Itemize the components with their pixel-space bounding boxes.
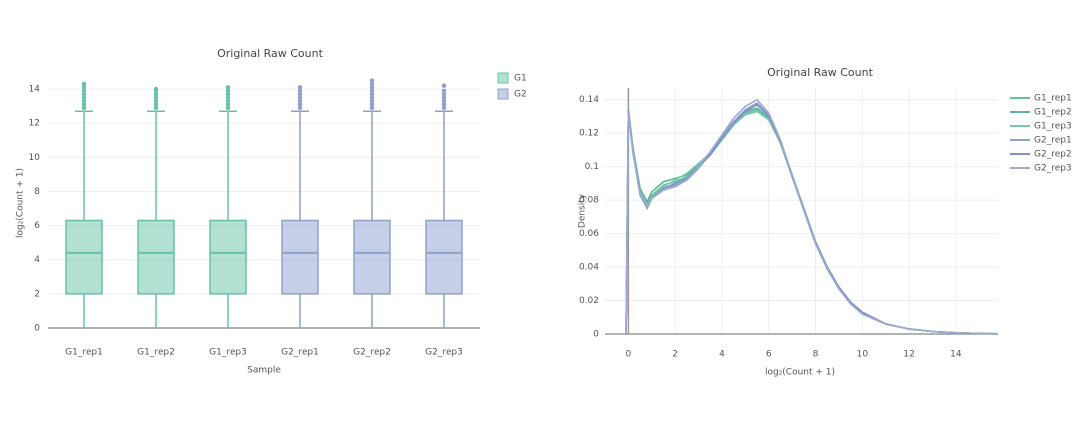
legend-label: G2 <box>514 90 527 100</box>
outlier <box>369 105 375 111</box>
y-tick-label: 0.04 <box>579 263 599 273</box>
y-tick-label: 8 <box>34 187 40 197</box>
outlier <box>369 78 375 83</box>
x-tick-label: G2_rep3 <box>425 348 463 358</box>
outlier <box>297 88 303 93</box>
y-tick-label: 6 <box>34 221 40 231</box>
y-tick-label: 0.12 <box>579 129 599 139</box>
outlier <box>441 95 447 100</box>
outlier <box>153 98 159 104</box>
legend-label: G2_rep1 <box>1034 136 1072 146</box>
x-tick-label: G2_rep1 <box>281 348 319 358</box>
x-tick-label: G1_rep1 <box>65 348 103 358</box>
outlier <box>225 85 231 90</box>
x-tick-label: G1_rep3 <box>209 348 247 358</box>
y-tick-label: 0.1 <box>585 162 599 172</box>
y-axis-label: log₂(Count + 1) <box>16 168 26 238</box>
outlier <box>369 102 375 107</box>
outlier <box>441 88 447 93</box>
box <box>65 219 103 295</box>
outlier <box>225 102 231 107</box>
x-tick-label: 0 <box>626 350 632 360</box>
outlier <box>441 105 447 111</box>
y-tick-label: 10 <box>29 153 41 163</box>
outlier <box>153 91 159 97</box>
x-tick-label: G1_rep2 <box>137 348 175 358</box>
y-tick-label: 0 <box>34 324 40 334</box>
outlier <box>369 98 375 104</box>
outlier <box>225 88 231 93</box>
legend-label: G2_rep3 <box>1034 164 1072 174</box>
outlier <box>369 91 375 97</box>
y-tick-label: 0 <box>593 330 599 340</box>
x-tick-label: 10 <box>857 350 869 360</box>
y-tick-label: 0.14 <box>579 95 599 105</box>
outlier <box>153 95 159 100</box>
outlier <box>81 81 87 87</box>
y-tick-label: 14 <box>29 85 41 95</box>
outlier <box>297 98 303 104</box>
outlier <box>441 83 447 88</box>
legend-label: G1_rep2 <box>1034 108 1072 118</box>
y-tick-label: 2 <box>34 289 40 299</box>
outlier <box>225 95 231 100</box>
outlier <box>81 95 87 100</box>
legend-label: G1_rep3 <box>1034 122 1072 132</box>
box <box>425 219 463 295</box>
outlier <box>81 85 87 90</box>
x-axis-label: Sample <box>247 366 281 376</box>
outlier <box>81 98 87 104</box>
outlier <box>297 105 303 111</box>
outlier <box>369 81 375 87</box>
outlier <box>81 91 87 97</box>
outlier <box>369 85 375 90</box>
outlier <box>369 95 375 100</box>
outlier <box>225 91 231 97</box>
chart-title: Original Raw Count <box>217 47 324 60</box>
x-tick-label: 8 <box>813 350 819 360</box>
outlier <box>153 105 159 111</box>
outlier <box>369 88 375 93</box>
legend-swatch <box>497 88 509 100</box>
outlier <box>297 85 303 90</box>
outlier <box>81 88 87 93</box>
y-tick-label: 12 <box>29 119 40 129</box>
x-tick-label: 14 <box>950 350 962 360</box>
y-tick-label: 0.06 <box>579 229 599 239</box>
outlier <box>81 102 87 107</box>
box <box>209 219 247 295</box>
x-tick-label: 2 <box>672 350 678 360</box>
box <box>353 219 391 295</box>
outlier <box>81 105 87 111</box>
legend-label: G1_rep1 <box>1034 94 1072 104</box>
y-tick-label: 4 <box>34 255 40 265</box>
box <box>137 219 175 295</box>
outlier <box>297 102 303 107</box>
x-tick-label: G2_rep2 <box>353 348 391 358</box>
outlier <box>297 95 303 100</box>
density-line <box>625 98 999 335</box>
x-tick-label: 6 <box>766 350 772 360</box>
outlier <box>153 102 159 107</box>
outlier <box>225 98 231 104</box>
outlier <box>297 91 303 97</box>
outlier <box>441 102 447 107</box>
outlier <box>441 98 447 104</box>
legend-swatch <box>497 72 509 84</box>
y-tick-label: 0.02 <box>579 296 599 306</box>
box <box>281 219 319 295</box>
legend-label: G2_rep2 <box>1034 150 1072 160</box>
outlier <box>225 105 231 111</box>
chart-title: Original Raw Count <box>767 66 874 79</box>
outlier <box>153 86 159 92</box>
y-tick-label: 0.08 <box>579 196 599 206</box>
x-tick-label: 12 <box>903 350 914 360</box>
outlier <box>441 91 447 97</box>
y-axis-label: Density <box>578 193 588 228</box>
x-tick-label: 4 <box>719 350 725 360</box>
x-axis-label: log₂(Count + 1) <box>765 368 835 378</box>
legend-label: G1 <box>514 74 527 84</box>
